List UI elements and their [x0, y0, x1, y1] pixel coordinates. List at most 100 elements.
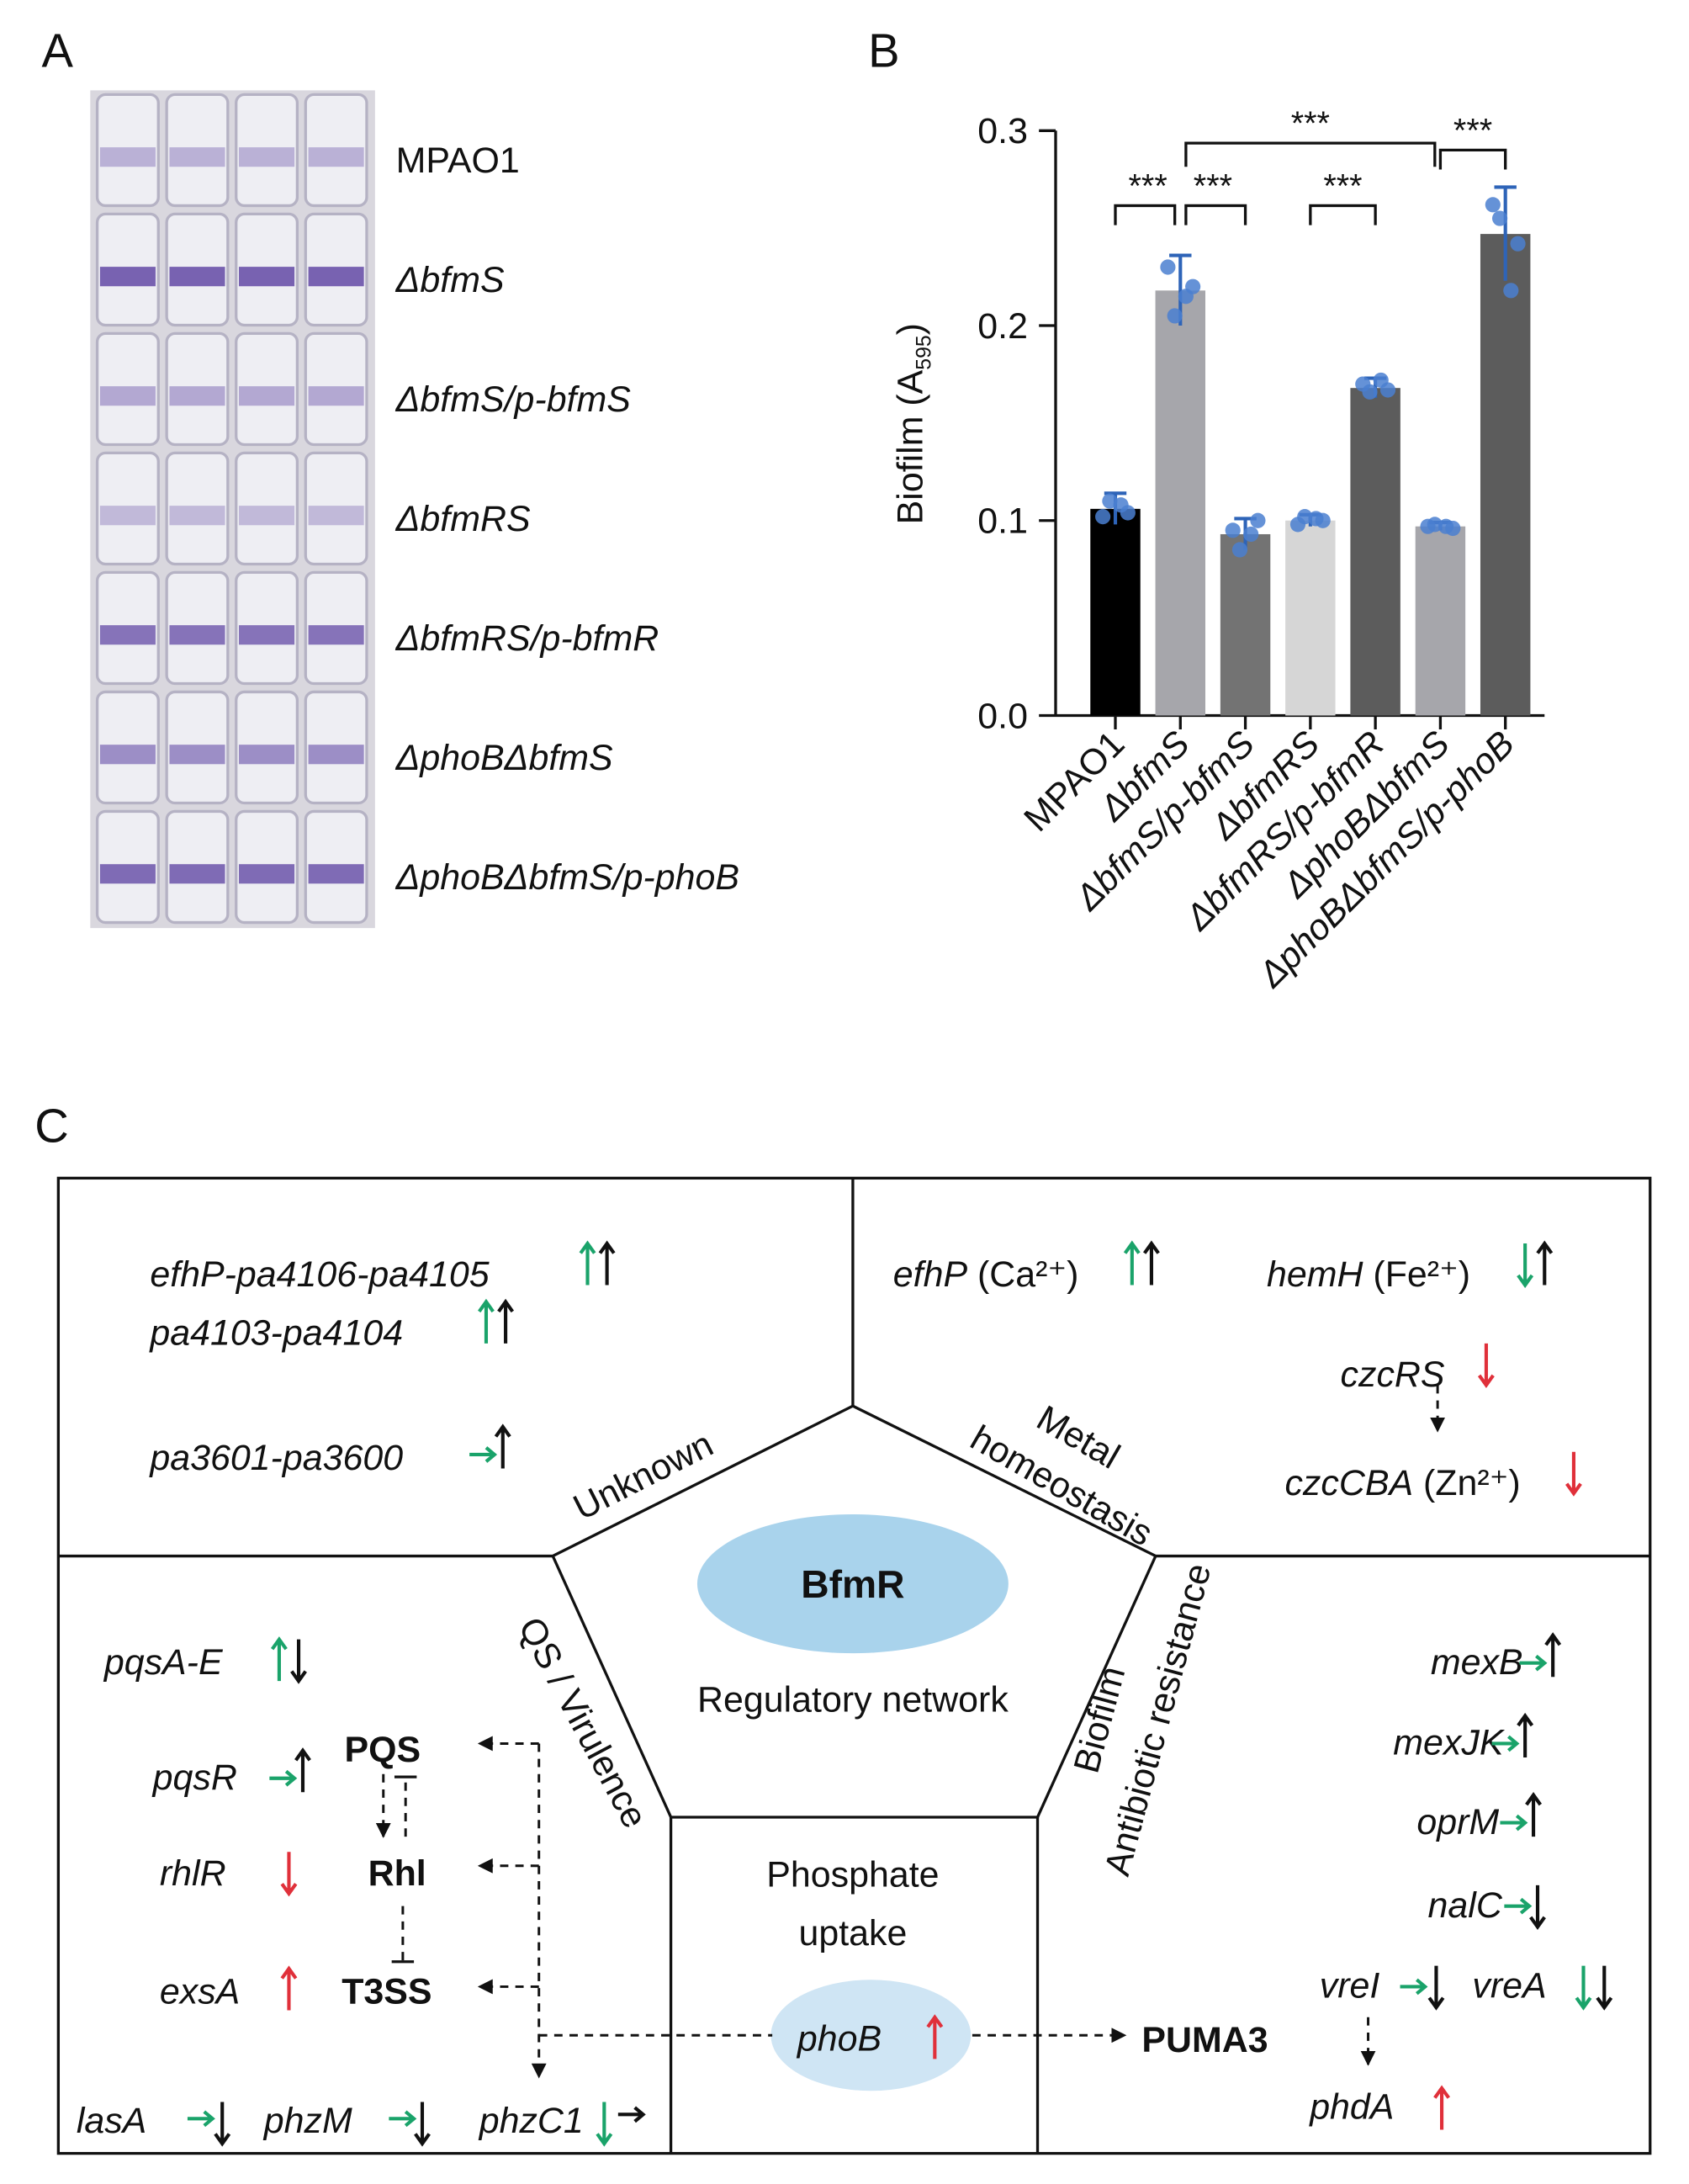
- stain: [99, 625, 156, 645]
- label: Regulatory network: [697, 1679, 1009, 1720]
- significance-label: ***: [1194, 168, 1232, 205]
- data-point: [1438, 518, 1454, 534]
- y-label-sub: 595: [913, 335, 935, 369]
- gene: hemH: [1267, 1254, 1363, 1295]
- label: oprM: [1416, 1802, 1499, 1842]
- label: BfmR: [801, 1562, 904, 1606]
- stain: [308, 864, 364, 884]
- change-arrow: [187, 2110, 215, 2128]
- significance-label: ***: [1323, 168, 1362, 205]
- label: czcCBA (Zn²⁺): [1284, 1463, 1520, 1503]
- data-point: [1485, 197, 1501, 213]
- data-point: [1308, 511, 1324, 527]
- change-arrow: [1517, 1712, 1534, 1757]
- label: hemH (Fe²⁺): [1267, 1254, 1470, 1295]
- change-arrow: [1525, 1792, 1542, 1837]
- significance-bracket: [1114, 204, 1177, 225]
- stain: [308, 267, 364, 287]
- y-tick-label: 0.1: [977, 501, 1028, 542]
- change-arrow: [290, 1639, 307, 1684]
- strain-label: MPAO1: [396, 140, 520, 181]
- label: phdA: [1308, 2086, 1394, 2127]
- label: pa4103-pa4104: [148, 1313, 403, 1354]
- data-point: [1503, 283, 1519, 299]
- strain-label: ΔphoBΔbfmS: [395, 738, 613, 778]
- label: exsA: [160, 1971, 240, 2012]
- significance-bracket: [1309, 204, 1377, 225]
- data-point: [1250, 512, 1266, 528]
- pentagon: [551, 1404, 1158, 1819]
- change-arrow: [280, 1965, 298, 2011]
- change-arrow: [497, 1298, 515, 1344]
- stain: [99, 506, 156, 526]
- well: [95, 331, 160, 447]
- label: efhP (Ca²⁺): [893, 1254, 1079, 1295]
- label: QS / Virulence: [511, 1611, 655, 1835]
- y-label-text: Biofilm (A: [890, 369, 930, 524]
- well: [165, 93, 230, 208]
- label: Phosphate: [766, 1855, 939, 1895]
- stain: [308, 625, 364, 645]
- well: [304, 93, 368, 208]
- change-arrow: [1123, 1240, 1141, 1285]
- change-arrow: [294, 1747, 311, 1793]
- label: vreA: [1472, 1966, 1546, 2006]
- bar: [1220, 533, 1271, 716]
- stain: [239, 386, 295, 406]
- stain: [239, 267, 295, 287]
- y-label-end: ): [890, 323, 930, 335]
- data-point: [1178, 289, 1194, 305]
- y-tick-label: 0.0: [977, 696, 1028, 736]
- well: [235, 451, 299, 566]
- label: phzM: [262, 2101, 352, 2141]
- well: [95, 93, 160, 208]
- label: PQS: [345, 1730, 421, 1770]
- panel-label: C: [34, 1099, 69, 1152]
- strain-label: ΔphoBΔbfmS/p-phoB: [395, 857, 739, 898]
- data-point: [1225, 522, 1241, 538]
- significance-bracket: [1438, 148, 1507, 170]
- ion: (Zn²⁺): [1413, 1463, 1521, 1503]
- bar: [1480, 234, 1531, 716]
- data-point: [1243, 526, 1259, 543]
- stain: [99, 147, 156, 167]
- data-point: [1231, 542, 1248, 558]
- label: pa3601-pa3600: [148, 1438, 403, 1478]
- data-point: [1160, 259, 1176, 275]
- data-point: [1362, 384, 1378, 400]
- significance-label: ***: [1291, 105, 1330, 142]
- change-arrow: [1519, 1654, 1548, 1672]
- label: Unknown: [567, 1423, 719, 1528]
- change-arrow: [1529, 1884, 1546, 1930]
- data-point: [1095, 509, 1111, 525]
- label: pqsR: [151, 1757, 237, 1798]
- stain: [99, 267, 156, 287]
- divider: [58, 1178, 1650, 2154]
- label: pqsA-E: [103, 1642, 224, 1683]
- data-point: [1113, 497, 1129, 513]
- label: uptake: [798, 1913, 907, 1953]
- stain: [239, 864, 295, 884]
- content: A B C MPAO1 ΔbfmS ΔbfmS/p-bfmS ΔbfmRS ΔbfmRS/p-…: [34, 24, 1652, 2155]
- well: [235, 331, 299, 447]
- stain: [308, 745, 364, 765]
- label: efhP-pa4106-pa4105: [150, 1254, 489, 1295]
- well: [165, 451, 230, 566]
- data-point: [1492, 210, 1508, 226]
- change-arrow: [269, 1769, 298, 1787]
- change-arrow: [1143, 1240, 1160, 1285]
- change-arrow: [579, 1240, 596, 1285]
- stain: [308, 386, 364, 406]
- change-arrow: [1596, 1965, 1613, 2011]
- bar: [1415, 526, 1466, 716]
- change-arrow: [1504, 1897, 1533, 1915]
- well: [95, 451, 160, 566]
- stain: [99, 864, 156, 884]
- label: Rhl: [368, 1853, 426, 1894]
- change-arrow: [214, 2102, 231, 2147]
- label: phoB: [796, 2018, 882, 2059]
- label: phzC1: [478, 2101, 584, 2141]
- y-axis-label: Biofilm (A595): [890, 323, 935, 524]
- significance-label: ***: [1129, 168, 1167, 205]
- bar: [1090, 508, 1141, 716]
